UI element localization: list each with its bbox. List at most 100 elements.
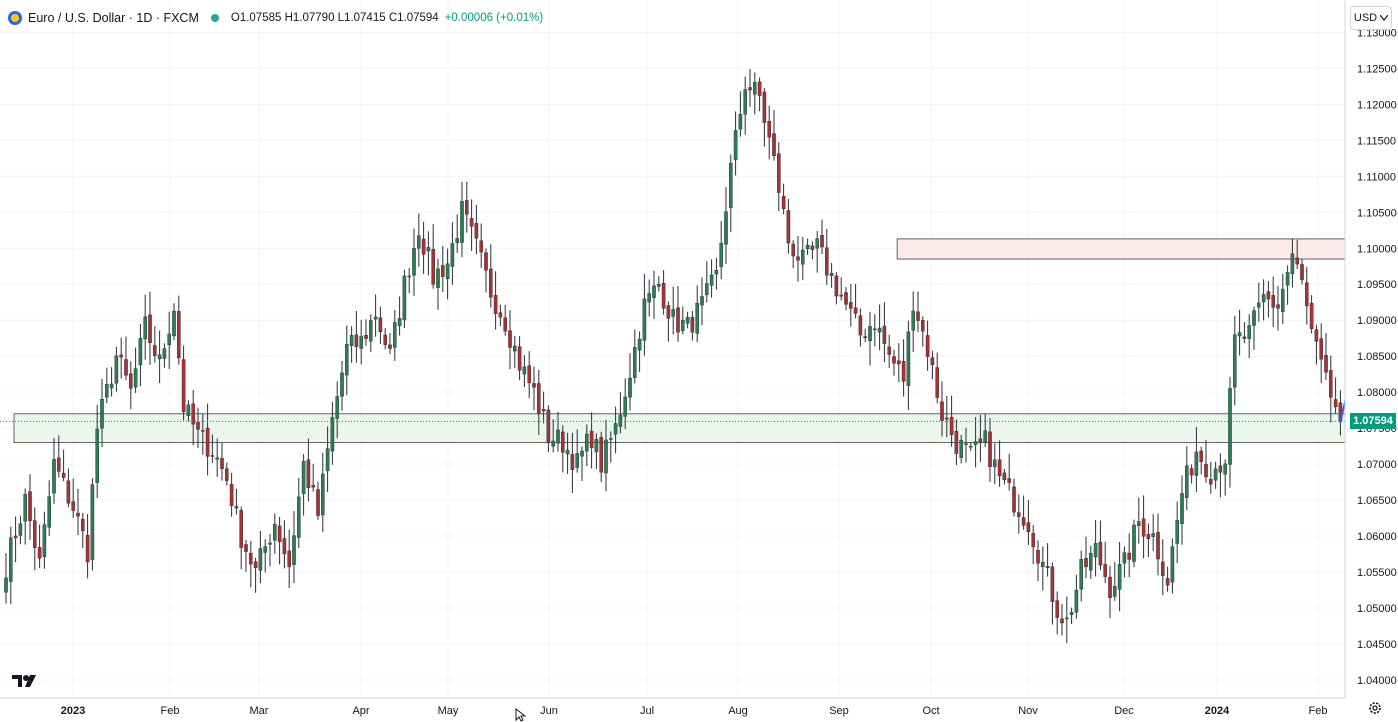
candle [959, 434, 963, 464]
candle-body [1151, 533, 1155, 537]
candle [537, 369, 541, 435]
candle-body [805, 244, 810, 250]
candle-body [282, 538, 287, 555]
candle [517, 336, 522, 381]
candle [1165, 566, 1170, 592]
candle-body [143, 316, 148, 340]
candle [18, 515, 23, 545]
x-tick-label: Apr [352, 705, 369, 717]
candle-body [940, 401, 944, 421]
candle [503, 304, 508, 336]
candle [176, 295, 181, 365]
candle-body [244, 544, 248, 552]
candle [417, 213, 421, 267]
candle [297, 477, 301, 549]
candle [1194, 427, 1199, 492]
candle-body [258, 548, 263, 571]
tradingview-logo-icon[interactable] [12, 673, 40, 689]
candle-body [383, 334, 388, 345]
candle-body [52, 459, 56, 494]
candle-body [791, 243, 795, 257]
candle-body [1271, 295, 1275, 308]
candle [1184, 446, 1189, 510]
candle-body [301, 460, 306, 494]
candle [748, 68, 752, 107]
candle [474, 204, 479, 255]
candle [1026, 500, 1031, 545]
candle-body [335, 396, 340, 419]
candle [181, 345, 186, 421]
candle [714, 257, 719, 290]
candle-body [109, 383, 114, 389]
candle [37, 524, 42, 568]
candle [527, 351, 531, 399]
candle [128, 361, 133, 410]
candle-body [1036, 550, 1040, 564]
candle-body [1136, 521, 1141, 526]
gear-icon[interactable] [1368, 701, 1382, 715]
candle-body [877, 327, 882, 333]
candle [124, 336, 128, 381]
candle [556, 411, 560, 452]
candle [580, 446, 584, 482]
candle [709, 259, 714, 298]
candle-body [786, 210, 791, 244]
candle-body [186, 404, 191, 416]
candle-body [1290, 253, 1295, 275]
candle [1074, 574, 1079, 619]
candle-body [537, 383, 541, 414]
candle [244, 539, 248, 572]
candle [349, 326, 354, 363]
candle [623, 378, 627, 430]
candle-body [4, 577, 8, 593]
candle-body [37, 546, 42, 559]
candle [868, 311, 872, 366]
candle [810, 241, 815, 260]
candle [13, 516, 18, 563]
candle [647, 279, 651, 317]
candle [57, 435, 61, 478]
currency-selector[interactable]: USD [1350, 6, 1392, 30]
candle [109, 367, 114, 397]
candle [729, 154, 733, 233]
candle [493, 271, 498, 330]
candle [162, 343, 167, 368]
candle-body [138, 338, 143, 366]
candle-body [825, 247, 829, 276]
candle-body [897, 360, 901, 365]
candle [383, 328, 388, 350]
candle-body [844, 292, 848, 305]
candle-body [983, 430, 987, 443]
candle [671, 286, 675, 335]
candle-body [1017, 512, 1021, 517]
candle [431, 224, 436, 289]
candle-body [330, 417, 335, 452]
candle [882, 302, 887, 363]
candle-body [1074, 589, 1079, 613]
candle [229, 472, 234, 517]
candle-body [1026, 522, 1031, 533]
candle [119, 337, 123, 379]
x-tick-label: Mar [250, 705, 269, 717]
candle [407, 268, 412, 294]
candle-body [263, 546, 268, 553]
candle [330, 401, 335, 465]
candle [292, 511, 296, 584]
candle-body [1285, 272, 1290, 286]
candle-body [465, 200, 469, 215]
candle [570, 432, 575, 494]
candle [1136, 497, 1141, 544]
candle [1084, 536, 1088, 579]
x-tick-label: 2024 [1205, 705, 1230, 717]
candle [397, 296, 402, 336]
symbol-title[interactable]: Euro / U.S. Dollar · 1D · FXCM [28, 11, 199, 25]
candle [1103, 541, 1107, 584]
candle-body [916, 311, 920, 321]
candle [1290, 238, 1295, 288]
candle [652, 270, 656, 319]
candle [498, 304, 503, 326]
currency-label: USD [1353, 12, 1378, 24]
x-tick-label: Sep [829, 705, 849, 717]
y-tick-label: 1.12000 [1357, 99, 1397, 111]
